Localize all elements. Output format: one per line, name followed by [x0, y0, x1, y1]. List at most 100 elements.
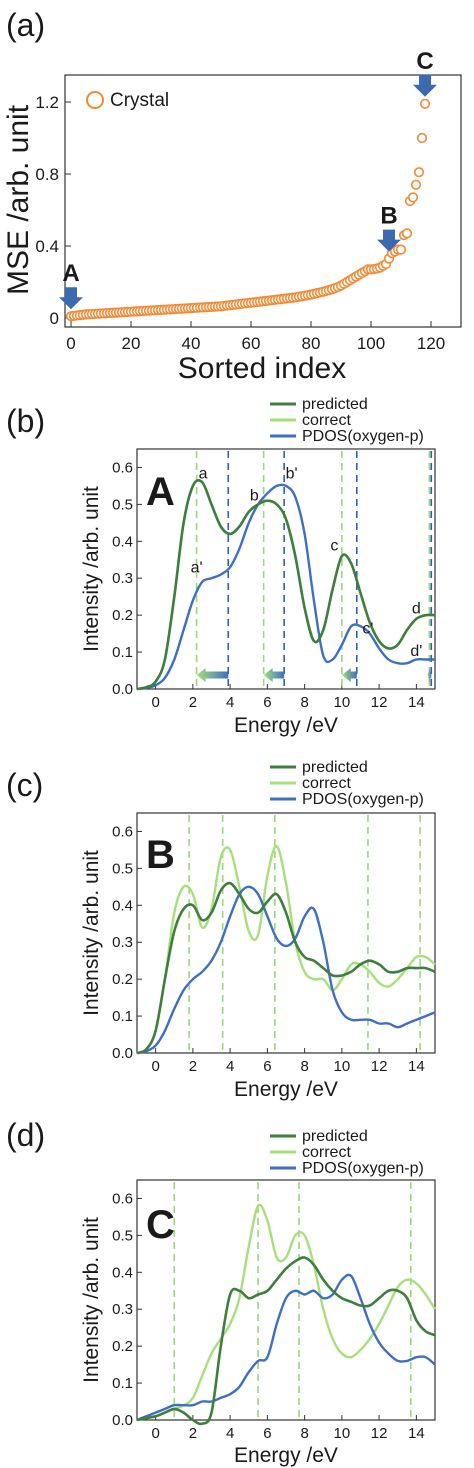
y-axis-title-c: Intensity /arb. unit — [80, 850, 103, 1016]
x-tick-label-a: 20 — [122, 334, 141, 353]
y-tick-label-c: 0.0 — [112, 1045, 133, 1062]
x-axis-title-d: Energy /eV — [234, 1444, 338, 1467]
scatter-point — [419, 98, 431, 109]
x-tick-label-b: 10 — [334, 694, 351, 711]
peak-label: c' — [362, 621, 373, 638]
y-tick-label-c: 0.3 — [112, 934, 133, 951]
legend-label-correct-c: correct — [302, 775, 351, 792]
scatter-point — [395, 244, 407, 255]
y-tick-label-c: 0.6 — [112, 823, 133, 840]
plot-frame-d — [136, 1179, 436, 1421]
y-tick-label-b: 0.5 — [112, 496, 133, 513]
legend-label-predicted-b: predicted — [302, 396, 368, 413]
y-tick-label-b: 0.4 — [112, 533, 133, 550]
y-tick-label-d: 0.0 — [112, 1412, 133, 1429]
y-axis-title-d: Intensity /arb. unit — [80, 1217, 103, 1383]
y-tick-label-a: 0.8 — [35, 165, 59, 184]
x-axis-title-c: Energy /eV — [234, 1078, 338, 1101]
y-tick-label-d: 0.2 — [112, 1338, 133, 1355]
big-letter-c: C — [146, 1203, 175, 1247]
x-tick-label-b: 8 — [300, 694, 308, 711]
x-tick-label-c: 0 — [151, 1058, 159, 1075]
peak-label: c — [330, 538, 338, 555]
panel-c: (c) predicted correct PDOS(oxygen-p) 0 2 4… — [6, 759, 436, 1101]
legend-d: predicted correct PDOS(oxygen-p) — [270, 1128, 424, 1177]
scatter-point — [413, 167, 425, 178]
x-tick-label-c: 10 — [334, 1058, 351, 1075]
panel-a: (a) 0 20 40 60 80 100 120 0 0.4 0.8 1.2 A B C Crysta… — [2, 7, 462, 385]
big-letter-a: A — [146, 470, 175, 514]
x-tick-label-c: 2 — [189, 1058, 197, 1075]
legend-marker-crystal — [86, 91, 104, 109]
peak-label: d' — [410, 643, 422, 660]
marker-label-b: B — [380, 203, 397, 230]
panel-b: (b) predicted correct PDOS(oxygen-p) 0 2 4… — [6, 396, 436, 737]
x-tick-label-d: 8 — [300, 1425, 308, 1442]
x-tick-label-d: 14 — [408, 1425, 425, 1442]
series-line-pdosoxygenp — [136, 483, 435, 691]
x-tick-label-d: 0 — [151, 1425, 159, 1442]
series-line-pdosoxygenp — [136, 1273, 436, 1422]
series-line-correct — [136, 845, 436, 1055]
marker-label-a: A — [62, 260, 79, 287]
y-tick-label-d: 0.3 — [112, 1301, 133, 1318]
x-tick-label-a: 60 — [242, 334, 261, 353]
scatter-point — [407, 192, 419, 203]
marker-arrow-c — [413, 74, 437, 97]
shift-arrow — [263, 668, 285, 682]
plot-area-c: 0 2 4 6 8 10 12 14 0.0 0.1 0.2 0.3 0.4 0.5 0.6 — [112, 815, 436, 1075]
y-tick-label-a: 1.2 — [35, 93, 59, 112]
marker-label-c: C — [416, 48, 433, 75]
x-tick-label-c: 6 — [263, 1058, 271, 1075]
x-tick-label-d: 6 — [263, 1425, 271, 1442]
y-tick-label-d: 0.6 — [112, 1190, 133, 1207]
series-line-pdosoxygenp — [136, 885, 436, 1055]
plot-area-d: 0 2 4 6 8 10 12 14 0.0 0.1 0.2 0.3 0.4 0.5 0.6 — [112, 1182, 437, 1442]
legend-a: Crystal — [86, 90, 169, 111]
y-axis-title-a: MSE /arb. unit — [2, 104, 35, 295]
scatter-point — [401, 228, 413, 239]
x-tick-label-c: 8 — [300, 1058, 308, 1075]
marker-arrow-b — [377, 229, 401, 252]
legend-label-predicted-d: predicted — [302, 1128, 368, 1145]
x-tick-label-d: 2 — [189, 1425, 197, 1442]
panel-label-c: (c) — [6, 767, 43, 803]
scatter-point — [410, 179, 422, 190]
x-tick-label-c: 4 — [226, 1058, 234, 1075]
x-axis-title-b: Energy /eV — [234, 714, 338, 737]
plot-frame-b — [136, 448, 436, 690]
peak-label: a' — [191, 560, 203, 577]
x-tick-label-c: 14 — [408, 1058, 425, 1075]
x-tick-label-b: 14 — [408, 694, 425, 711]
x-tick-label-b: 4 — [226, 694, 234, 711]
y-axis-title-b: Intensity /arb. unit — [80, 486, 103, 652]
series-line-predicted — [136, 478, 436, 691]
x-tick-label-a: 80 — [302, 334, 321, 353]
legend-label-correct-b: correct — [302, 412, 351, 429]
legend-label-correct-d: correct — [302, 1144, 351, 1161]
y-tick-label-d: 0.4 — [112, 1264, 133, 1281]
index-markers-a: A B C — [59, 48, 437, 310]
x-tick-label-d: 4 — [226, 1425, 234, 1442]
panel-label-b: (b) — [6, 403, 45, 439]
peak-label: b' — [286, 466, 298, 483]
peak-label: a — [199, 466, 208, 483]
x-tick-label-b: 6 — [263, 694, 271, 711]
scatter-points-a — [65, 98, 431, 322]
x-tick-label-a: 0 — [66, 334, 75, 353]
y-tick-label-c: 0.2 — [112, 971, 133, 988]
peak-label: d — [412, 600, 421, 617]
legend-label-predicted-c: predicted — [302, 759, 368, 776]
y-tick-label-b: 0.2 — [112, 607, 133, 624]
scatter-point — [416, 132, 428, 144]
legend-label-pdos-c: PDOS(oxygen-p) — [302, 791, 424, 808]
shift-arrow — [427, 668, 432, 682]
x-tick-label-d: 12 — [371, 1425, 388, 1442]
legend-label-pdos-b: PDOS(oxygen-p) — [302, 428, 424, 445]
shift-arrow — [341, 668, 357, 682]
y-tick-label-d: 0.1 — [112, 1375, 133, 1392]
y-tick-label-a: 0.4 — [35, 237, 59, 256]
series-line-correct — [136, 479, 436, 691]
legend-b: predicted correct PDOS(oxygen-p) — [270, 396, 424, 445]
